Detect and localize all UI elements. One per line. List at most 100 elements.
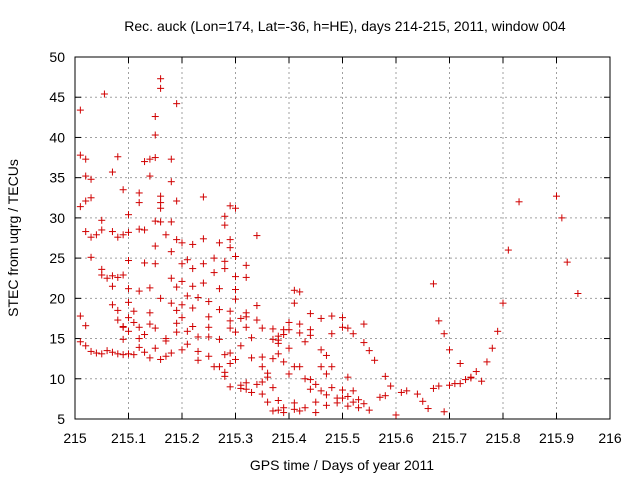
data-point	[167, 248, 175, 256]
y-tick-label: 30	[49, 210, 65, 226]
data-point	[98, 226, 106, 234]
data-point	[194, 333, 202, 341]
data-point	[242, 379, 250, 387]
data-point	[446, 346, 453, 354]
data-point	[146, 354, 154, 362]
data-point	[87, 253, 95, 261]
data-point	[280, 358, 288, 366]
data-point	[403, 387, 411, 395]
data-point	[141, 158, 149, 166]
data-point	[82, 155, 90, 163]
data-point	[296, 363, 304, 371]
data-point	[462, 376, 470, 384]
data-point	[232, 355, 239, 363]
data-point	[435, 317, 443, 325]
data-point	[499, 299, 507, 307]
data-point	[98, 271, 106, 279]
data-point	[355, 396, 363, 404]
data-point	[103, 347, 111, 355]
data-point	[82, 197, 90, 205]
data-point	[125, 314, 132, 322]
data-point	[135, 335, 143, 343]
data-point	[258, 378, 266, 386]
data-point	[269, 407, 277, 415]
data-point	[146, 155, 154, 163]
data-point	[210, 254, 218, 262]
data-point	[92, 231, 100, 239]
data-point	[178, 277, 186, 285]
x-tick-label: 215.3	[218, 430, 253, 446]
data-point	[248, 388, 256, 396]
data-point	[135, 225, 143, 233]
data-point	[483, 358, 491, 366]
data-point	[344, 392, 352, 400]
data-point	[173, 306, 181, 314]
data-point	[221, 351, 229, 359]
data-point	[135, 189, 143, 197]
data-point	[274, 396, 282, 404]
data-point	[344, 324, 352, 332]
data-point	[424, 405, 432, 413]
data-point	[226, 317, 234, 325]
data-point	[221, 265, 229, 273]
data-point	[258, 324, 266, 332]
data-point	[87, 194, 95, 202]
data-point	[108, 282, 116, 290]
data-point	[162, 231, 170, 239]
data-point	[301, 404, 309, 412]
data-point	[215, 306, 223, 314]
data-point	[344, 402, 352, 410]
y-tick-label: 40	[49, 129, 65, 145]
data-point	[135, 343, 143, 351]
data-point	[242, 261, 250, 269]
x-tick-label: 215.9	[539, 430, 574, 446]
data-point	[253, 316, 261, 324]
data-point	[242, 323, 250, 331]
data-point	[173, 328, 181, 336]
data-point	[108, 228, 116, 236]
data-point	[269, 384, 277, 392]
data-point	[467, 374, 475, 382]
data-point	[274, 406, 282, 414]
data-point	[125, 257, 132, 265]
data-point	[100, 90, 108, 98]
data-point	[280, 409, 288, 417]
data-point	[87, 233, 95, 241]
data-point	[146, 284, 154, 292]
data-point	[563, 258, 571, 266]
data-point	[290, 286, 298, 294]
data-point	[173, 197, 181, 205]
data-point	[199, 235, 207, 243]
data-point	[189, 240, 197, 248]
data-point	[76, 312, 84, 320]
data-point	[114, 350, 122, 358]
data-point	[269, 355, 277, 363]
data-point	[76, 106, 84, 114]
data-point	[253, 302, 261, 310]
data-point	[344, 373, 352, 381]
data-point	[285, 370, 293, 378]
data-point	[114, 273, 122, 281]
data-point	[242, 313, 250, 321]
data-point	[339, 314, 346, 322]
data-point	[349, 387, 357, 395]
data-point	[151, 242, 159, 250]
data-point	[317, 346, 325, 354]
data-point	[371, 356, 379, 364]
data-point	[119, 231, 127, 239]
x-tick-label: 215.7	[432, 430, 467, 446]
data-point	[215, 363, 223, 371]
data-point	[146, 320, 154, 328]
data-point	[317, 363, 325, 371]
data-point	[135, 323, 143, 331]
data-point	[76, 338, 84, 346]
data-point	[199, 279, 207, 287]
data-point	[248, 334, 256, 342]
data-point	[157, 84, 165, 92]
data-point	[178, 346, 186, 354]
data-point	[189, 282, 197, 290]
data-point	[328, 384, 336, 392]
data-point	[125, 350, 132, 358]
data-point	[119, 271, 127, 279]
data-point	[258, 353, 266, 361]
